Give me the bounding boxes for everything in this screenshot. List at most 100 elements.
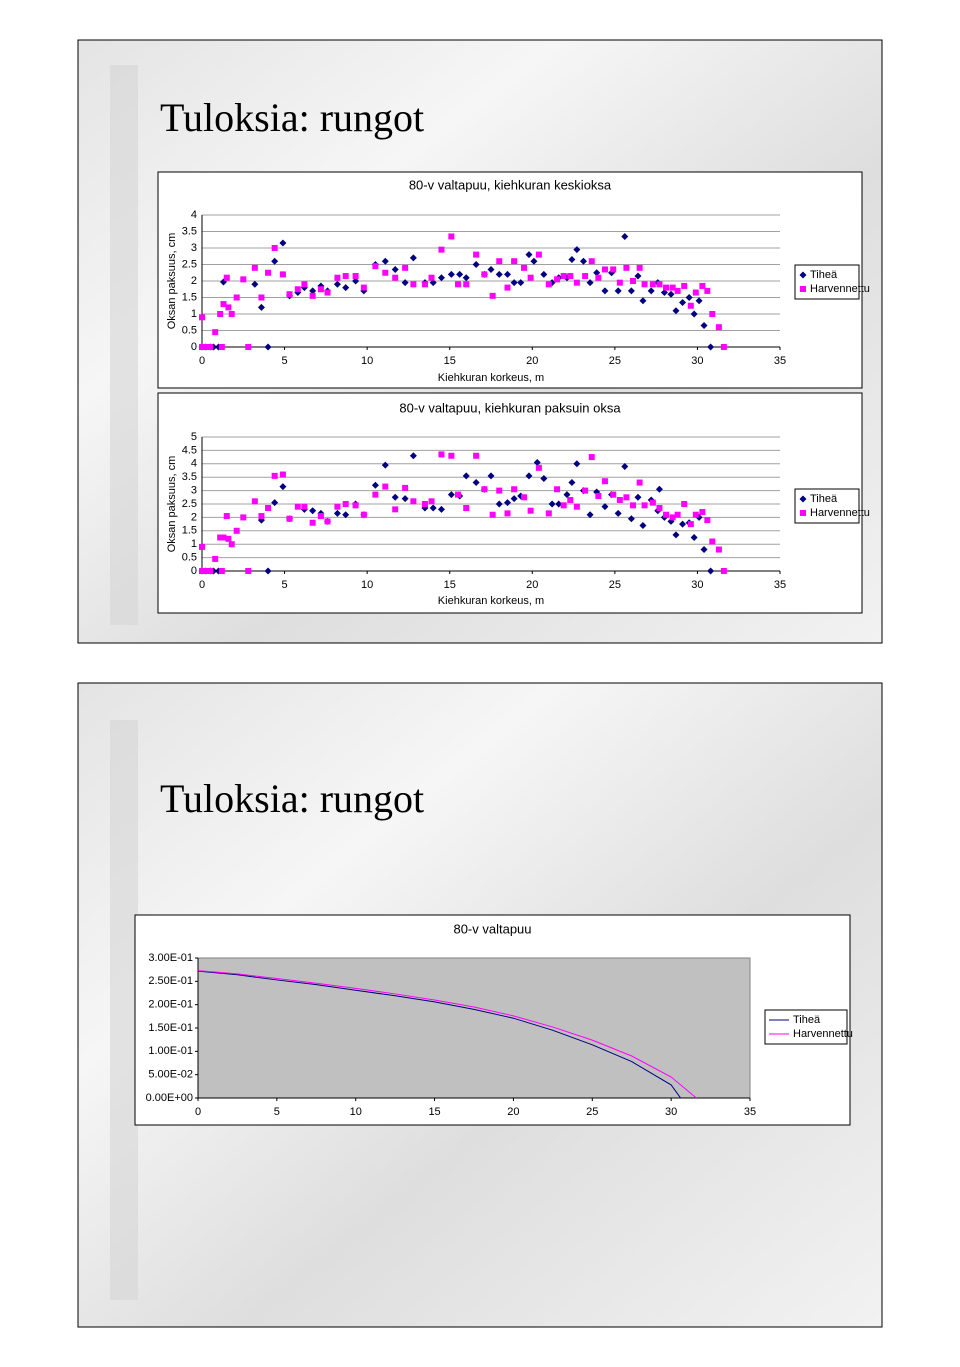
point: [621, 232, 629, 240]
y-tick-label: 0.5: [182, 324, 197, 336]
y-tick-label: 0: [191, 341, 197, 353]
point: [545, 281, 552, 288]
chart-title: 80-v valtapuu: [453, 921, 531, 936]
point: [623, 264, 630, 271]
point: [709, 311, 716, 317]
y-axis-label: Oksan paksuus, cm: [166, 233, 178, 330]
slide-title: Tuloksia: rungot: [160, 776, 424, 821]
point: [251, 280, 259, 288]
legend-label: Harvennettu: [810, 283, 870, 295]
y-tick-label: 3: [191, 242, 197, 254]
point: [496, 258, 503, 265]
point: [679, 520, 687, 528]
point: [656, 505, 663, 512]
point: [586, 279, 594, 287]
point: [595, 274, 602, 281]
y-tick-label: 1: [191, 538, 197, 550]
slide-title: Tuloksia: rungot: [160, 95, 424, 140]
point: [616, 279, 623, 286]
point: [409, 452, 417, 460]
point: [586, 511, 594, 519]
point: [692, 289, 699, 296]
point: [525, 251, 533, 259]
legend-label: Harvennettu: [810, 507, 870, 519]
point: [225, 535, 232, 542]
point: [342, 273, 349, 280]
point: [392, 274, 399, 281]
point: [700, 546, 708, 554]
y-tick-label: 2.5: [182, 258, 197, 270]
point: [402, 264, 409, 271]
point: [489, 292, 496, 299]
legend: [794, 264, 860, 300]
point: [535, 251, 542, 258]
y-tick-label: 0: [191, 565, 197, 577]
point: [410, 281, 417, 288]
point: [573, 246, 581, 254]
point: [223, 513, 230, 520]
point: [555, 500, 563, 508]
point: [473, 251, 480, 258]
point: [647, 287, 655, 295]
legend-marker: [800, 286, 806, 292]
y-tick-label: 1.5: [182, 525, 197, 537]
point: [533, 458, 541, 466]
point: [456, 270, 464, 278]
point: [527, 274, 534, 281]
point: [258, 513, 265, 520]
y-tick-label: 4: [191, 458, 197, 470]
y-tick-label: 2.5: [182, 498, 197, 510]
point: [707, 343, 715, 351]
point: [674, 287, 681, 294]
point: [258, 294, 265, 301]
x-tick-label: 35: [774, 579, 786, 591]
point: [218, 344, 225, 350]
point: [634, 272, 642, 280]
point: [342, 511, 350, 519]
point: [627, 515, 635, 523]
point: [687, 302, 694, 309]
legend-marker: [799, 271, 807, 279]
y-tick-label: 5.00E-02: [148, 1069, 193, 1081]
point: [623, 494, 630, 501]
point: [240, 514, 247, 521]
point: [579, 257, 587, 265]
y-tick-label: 1: [191, 308, 197, 320]
point: [573, 460, 581, 468]
point: [342, 501, 349, 507]
y-tick-label: 4: [191, 209, 197, 221]
point: [614, 509, 622, 517]
point: [588, 454, 595, 461]
point: [679, 298, 687, 306]
point: [496, 487, 503, 494]
point: [271, 499, 279, 507]
point: [199, 543, 205, 550]
point: [199, 344, 205, 350]
point: [672, 307, 680, 315]
chart-title: 80-v valtapuu, kiehkuran paksuin oksa: [399, 400, 621, 415]
point: [429, 279, 437, 287]
point: [548, 500, 556, 508]
point: [203, 344, 210, 350]
point: [392, 506, 399, 513]
point: [700, 322, 708, 330]
x-tick-label: 20: [526, 355, 538, 367]
y-tick-label: 3.00E-01: [148, 952, 193, 964]
y-tick-label: 1.00E-01: [148, 1045, 193, 1057]
x-tick-label: 30: [691, 355, 703, 367]
point: [521, 264, 528, 271]
point: [233, 527, 240, 534]
point: [582, 273, 589, 280]
point: [334, 274, 341, 281]
point: [429, 504, 437, 512]
point: [540, 475, 548, 483]
point: [627, 287, 635, 295]
point: [265, 505, 272, 512]
point: [271, 257, 279, 265]
point: [410, 498, 417, 505]
point: [203, 568, 210, 574]
point: [218, 568, 225, 574]
point: [279, 483, 287, 491]
point: [324, 289, 331, 296]
point: [294, 503, 301, 510]
